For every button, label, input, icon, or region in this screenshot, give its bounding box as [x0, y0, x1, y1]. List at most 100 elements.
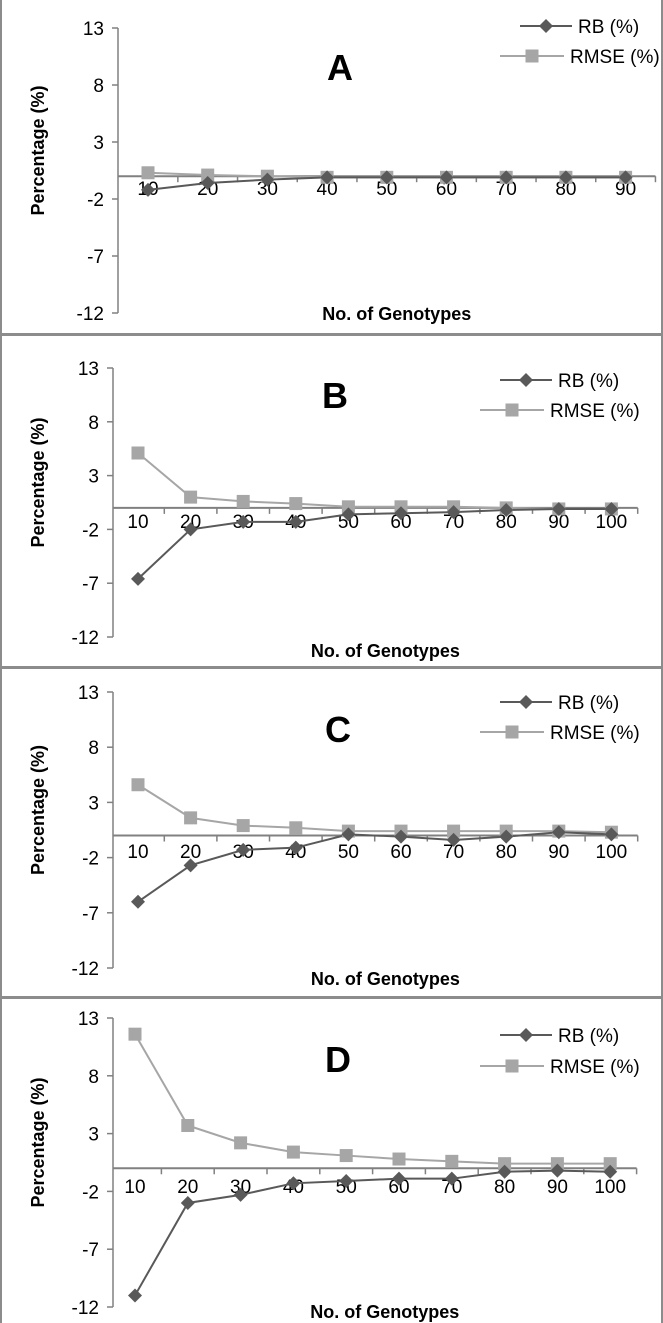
y-axis-title: Percentage (%) [28, 1077, 48, 1207]
panel-label: A [327, 47, 353, 88]
legend-label: RB (%) [558, 693, 619, 714]
y-tick-label: -12 [77, 304, 104, 325]
y-tick-label: 3 [88, 793, 99, 814]
x-tick-label: 20 [180, 842, 201, 863]
data-point-rb [604, 827, 619, 842]
legend-marker-diamond [519, 695, 533, 709]
figure-border-left [0, 0, 2, 1323]
legend-label: RMSE (%) [550, 1057, 640, 1078]
y-tick-label: -12 [72, 959, 99, 980]
panel-label: B [322, 375, 348, 416]
data-point-rb [339, 1173, 354, 1188]
data-point-rmse [447, 824, 461, 838]
y-tick-label: 13 [78, 683, 99, 704]
y-axis-title: Percentage (%) [28, 745, 48, 875]
data-point-rb [320, 170, 335, 185]
legend-label: RMSE (%) [550, 401, 640, 422]
x-tick-label: 70 [441, 1177, 462, 1198]
figure-border-right [661, 0, 663, 1323]
data-point-rb [392, 1171, 406, 1186]
data-point-rmse [341, 500, 355, 514]
x-tick-label: 90 [547, 1177, 568, 1198]
x-tick-label: 40 [317, 179, 338, 200]
y-tick-label: 13 [78, 1009, 99, 1030]
data-point-rb [128, 1288, 142, 1303]
data-point-rmse [184, 490, 198, 504]
data-point-rb [288, 514, 303, 529]
data-point-rb [604, 501, 619, 516]
series-line [137, 831, 612, 903]
data-point-rmse [286, 1145, 300, 1159]
y-tick-label: 13 [83, 19, 104, 40]
legend-marker-diamond [519, 373, 533, 387]
x-tick-label: 80 [496, 512, 517, 533]
x-tick-label: 80 [494, 1177, 515, 1198]
data-point-rb [236, 842, 251, 857]
x-tick-label: 50 [338, 842, 359, 863]
data-point-rb [288, 840, 303, 855]
x-tick-label: 30 [257, 179, 278, 200]
data-point-rb [260, 172, 275, 187]
data-point-rmse [392, 1152, 406, 1166]
data-point-rb [603, 1164, 618, 1179]
series-line [137, 507, 612, 580]
data-point-rb [131, 571, 145, 586]
y-tick-label: -7 [82, 1240, 99, 1261]
legend-marker-square [525, 49, 539, 63]
y-tick-label: -2 [82, 520, 99, 541]
legend-marker-square [505, 1059, 519, 1073]
x-tick-label: 100 [596, 512, 628, 533]
y-axis-title: Percentage (%) [28, 417, 48, 547]
x-tick-label: 10 [127, 842, 148, 863]
x-tick-label: 90 [615, 179, 636, 200]
data-point-rmse [131, 446, 145, 460]
y-axis-title: Percentage (%) [28, 85, 48, 215]
x-tick-label: 70 [443, 512, 464, 533]
data-point-rb [499, 829, 514, 844]
data-point-rb [444, 1171, 459, 1186]
x-tick-label: 60 [436, 179, 457, 200]
data-point-rb [394, 829, 408, 844]
data-point-rb [341, 827, 356, 842]
data-point-rb [499, 170, 514, 185]
data-point-rb [180, 1195, 195, 1210]
x-axis-title: No. of Genotypes [311, 641, 460, 661]
data-point-rb [286, 1176, 301, 1191]
y-tick-label: 13 [78, 359, 99, 380]
data-point-rb [200, 176, 215, 191]
x-tick-label: 10 [127, 512, 148, 533]
data-point-rb [131, 894, 145, 909]
data-point-rb [446, 832, 461, 847]
y-tick-label: -2 [82, 849, 99, 870]
data-point-rb [439, 170, 454, 185]
data-point-rb [618, 170, 633, 185]
x-tick-label: 70 [443, 842, 464, 863]
panel-label: D [325, 1039, 351, 1080]
y-tick-label: 3 [88, 467, 99, 488]
x-tick-label: 60 [388, 1177, 409, 1198]
x-tick-label: 60 [390, 512, 411, 533]
data-point-rb [551, 825, 566, 840]
data-point-rmse [603, 1157, 617, 1171]
x-axis-title: No. of Genotypes [311, 969, 460, 989]
legend-label: RMSE (%) [570, 47, 660, 68]
data-point-rmse [236, 819, 250, 833]
legend-marker-square [505, 403, 519, 417]
y-tick-label: 3 [88, 1125, 99, 1146]
data-point-rmse [234, 1136, 248, 1150]
data-point-rmse [128, 1027, 142, 1041]
data-point-rmse [184, 811, 198, 825]
data-point-rb [550, 1163, 565, 1178]
data-point-rb [341, 507, 356, 522]
y-tick-label: 8 [88, 738, 99, 759]
series-line [137, 452, 612, 510]
series-line [134, 1033, 611, 1165]
data-point-rmse [131, 778, 145, 792]
x-tick-label: 70 [496, 179, 517, 200]
data-point-rb [141, 182, 155, 197]
x-tick-label: 50 [338, 512, 359, 533]
legend-marker-diamond [519, 1028, 533, 1042]
legend-label: RB (%) [558, 371, 619, 392]
x-tick-label: 100 [594, 1177, 626, 1198]
x-tick-label: 90 [548, 512, 569, 533]
